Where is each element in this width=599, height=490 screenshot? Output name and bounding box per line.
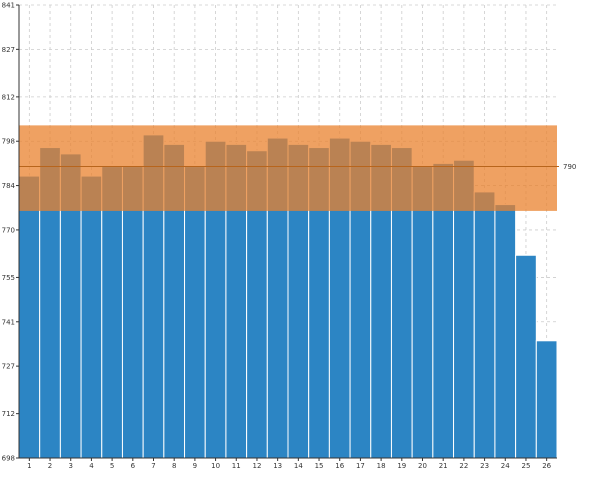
x-tick-labels: 1 2 3 4 5 6 7 8 9 10 11 12 13 14 15 16 17 18 19 20 21 22 23 24 2… [27, 462, 552, 470]
x-tick-label: 20 [418, 462, 427, 470]
y-tick-label: 712 [2, 410, 15, 418]
reference-line-group: 790 [19, 163, 576, 171]
x-tick-label: 19 [397, 462, 406, 470]
bar-24 [494, 204, 517, 459]
x-tick-label: 9 [193, 462, 197, 470]
x-tick-label: 15 [315, 462, 324, 470]
y-tick-label: 741 [2, 318, 15, 326]
x-tick-label: 7 [151, 462, 155, 470]
x-tick-label: 25 [522, 462, 531, 470]
y-tick-label: 784 [2, 182, 16, 190]
x-tick-label: 1 [27, 462, 31, 470]
bars [18, 134, 558, 459]
x-tick-label: 18 [377, 462, 386, 470]
x-tick-label: 14 [294, 462, 303, 470]
x-tick-label: 2 [48, 462, 52, 470]
band-rect [19, 125, 557, 211]
y-tick-labels: 698 712 727 741 755 770 784 798 812 827 841 [2, 2, 16, 463]
x-tick-label: 8 [172, 462, 176, 470]
bar-1 [18, 175, 41, 459]
x-tick-label: 26 [542, 462, 551, 470]
y-tick-label: 727 [2, 363, 15, 371]
y-tick-label: 770 [2, 226, 15, 234]
x-tick-label: 6 [131, 462, 136, 470]
x-tick-label: 24 [501, 462, 510, 470]
x-tick-label: 11 [232, 462, 241, 470]
highlight-band [19, 125, 557, 211]
bar-4 [80, 175, 103, 459]
x-tick-label: 10 [211, 462, 220, 470]
x-tick-label: 17 [356, 462, 365, 470]
x-tick-label: 23 [480, 462, 489, 470]
y-tick-label: 698 [2, 455, 15, 463]
y-tick-label: 827 [2, 46, 15, 54]
x-tick-label: 21 [439, 462, 448, 470]
x-tick-label: 12 [253, 462, 262, 470]
reference-line-label: 790 [563, 163, 576, 171]
x-tick-label: 13 [273, 462, 282, 470]
bar-23 [473, 191, 496, 459]
x-tick-label: 4 [89, 462, 94, 470]
y-tick-label: 841 [2, 2, 15, 10]
x-tick-label: 16 [335, 462, 344, 470]
bar-26 [535, 340, 558, 459]
x-tick-label: 22 [459, 462, 468, 470]
y-tick-label: 755 [2, 274, 15, 282]
x-tick-label: 5 [110, 462, 114, 470]
y-tick-label: 798 [2, 138, 15, 146]
y-tick-label: 812 [2, 93, 15, 101]
bar-25 [515, 254, 537, 459]
axes [16, 4, 557, 461]
x-tick-label: 3 [68, 462, 72, 470]
